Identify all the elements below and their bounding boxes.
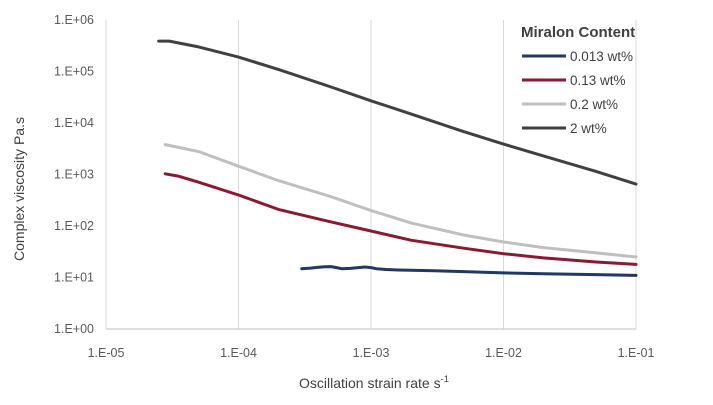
legend-label-0-013-wt: 0.013 wt% xyxy=(570,49,633,64)
x-axis-title-text: Oscillation strain rate s xyxy=(299,375,441,391)
y-tick-label: 1.E+03 xyxy=(54,168,94,182)
x-tick-label: 1.E-02 xyxy=(485,346,522,360)
series-line-0-2-wt xyxy=(163,143,638,259)
legend-label-0-13-wt: 0.13 wt% xyxy=(570,73,626,88)
y-tick-label: 1.E+01 xyxy=(54,271,94,285)
x-axis-title: Oscillation strain rate s-1 xyxy=(299,374,449,391)
legend-title: Miralon Content xyxy=(521,24,635,41)
grid-lines xyxy=(105,20,637,329)
y-tick-labels: 1.E+00 1.E+01 1.E+02 1.E+03 1.E+04 1.E+05 1.E+… xyxy=(54,13,94,336)
y-tick-label: 1.E+00 xyxy=(54,322,94,336)
y-tick-label: 1.E+06 xyxy=(54,13,94,27)
x-tick-label: 1.E-04 xyxy=(220,346,257,360)
series-line-0-13-wt xyxy=(163,172,638,266)
y-axis-title: Complex viscosity Pa.s xyxy=(11,117,27,261)
x-tick-label: 1.E-03 xyxy=(353,346,390,360)
series-line-0-013-wt xyxy=(300,265,638,277)
x-axis-title-superscript: -1 xyxy=(441,374,449,385)
legend-label-0-2-wt: 0.2 wt% xyxy=(570,97,618,112)
series-line-2-wt xyxy=(157,39,638,186)
x-tick-label: 1.E-01 xyxy=(618,346,655,360)
series-lines xyxy=(157,39,638,277)
y-tick-label: 1.E+02 xyxy=(54,219,94,233)
x-tick-labels: 1.E-05 1.E-04 1.E-03 1.E-02 1.E-01 xyxy=(88,346,655,360)
x-tick-label: 1.E-05 xyxy=(88,346,125,360)
y-tick-label: 1.E+05 xyxy=(54,65,94,79)
legend-entries: 0.013 wt% 0.13 wt% 0.2 wt% 2 wt% xyxy=(522,49,633,136)
y-tick-label: 1.E+04 xyxy=(54,116,94,130)
legend-label-2-wt: 2 wt% xyxy=(570,121,607,136)
legend: Miralon Content 0.013 wt% 0.13 wt% 0.2 wt%… xyxy=(521,24,635,136)
